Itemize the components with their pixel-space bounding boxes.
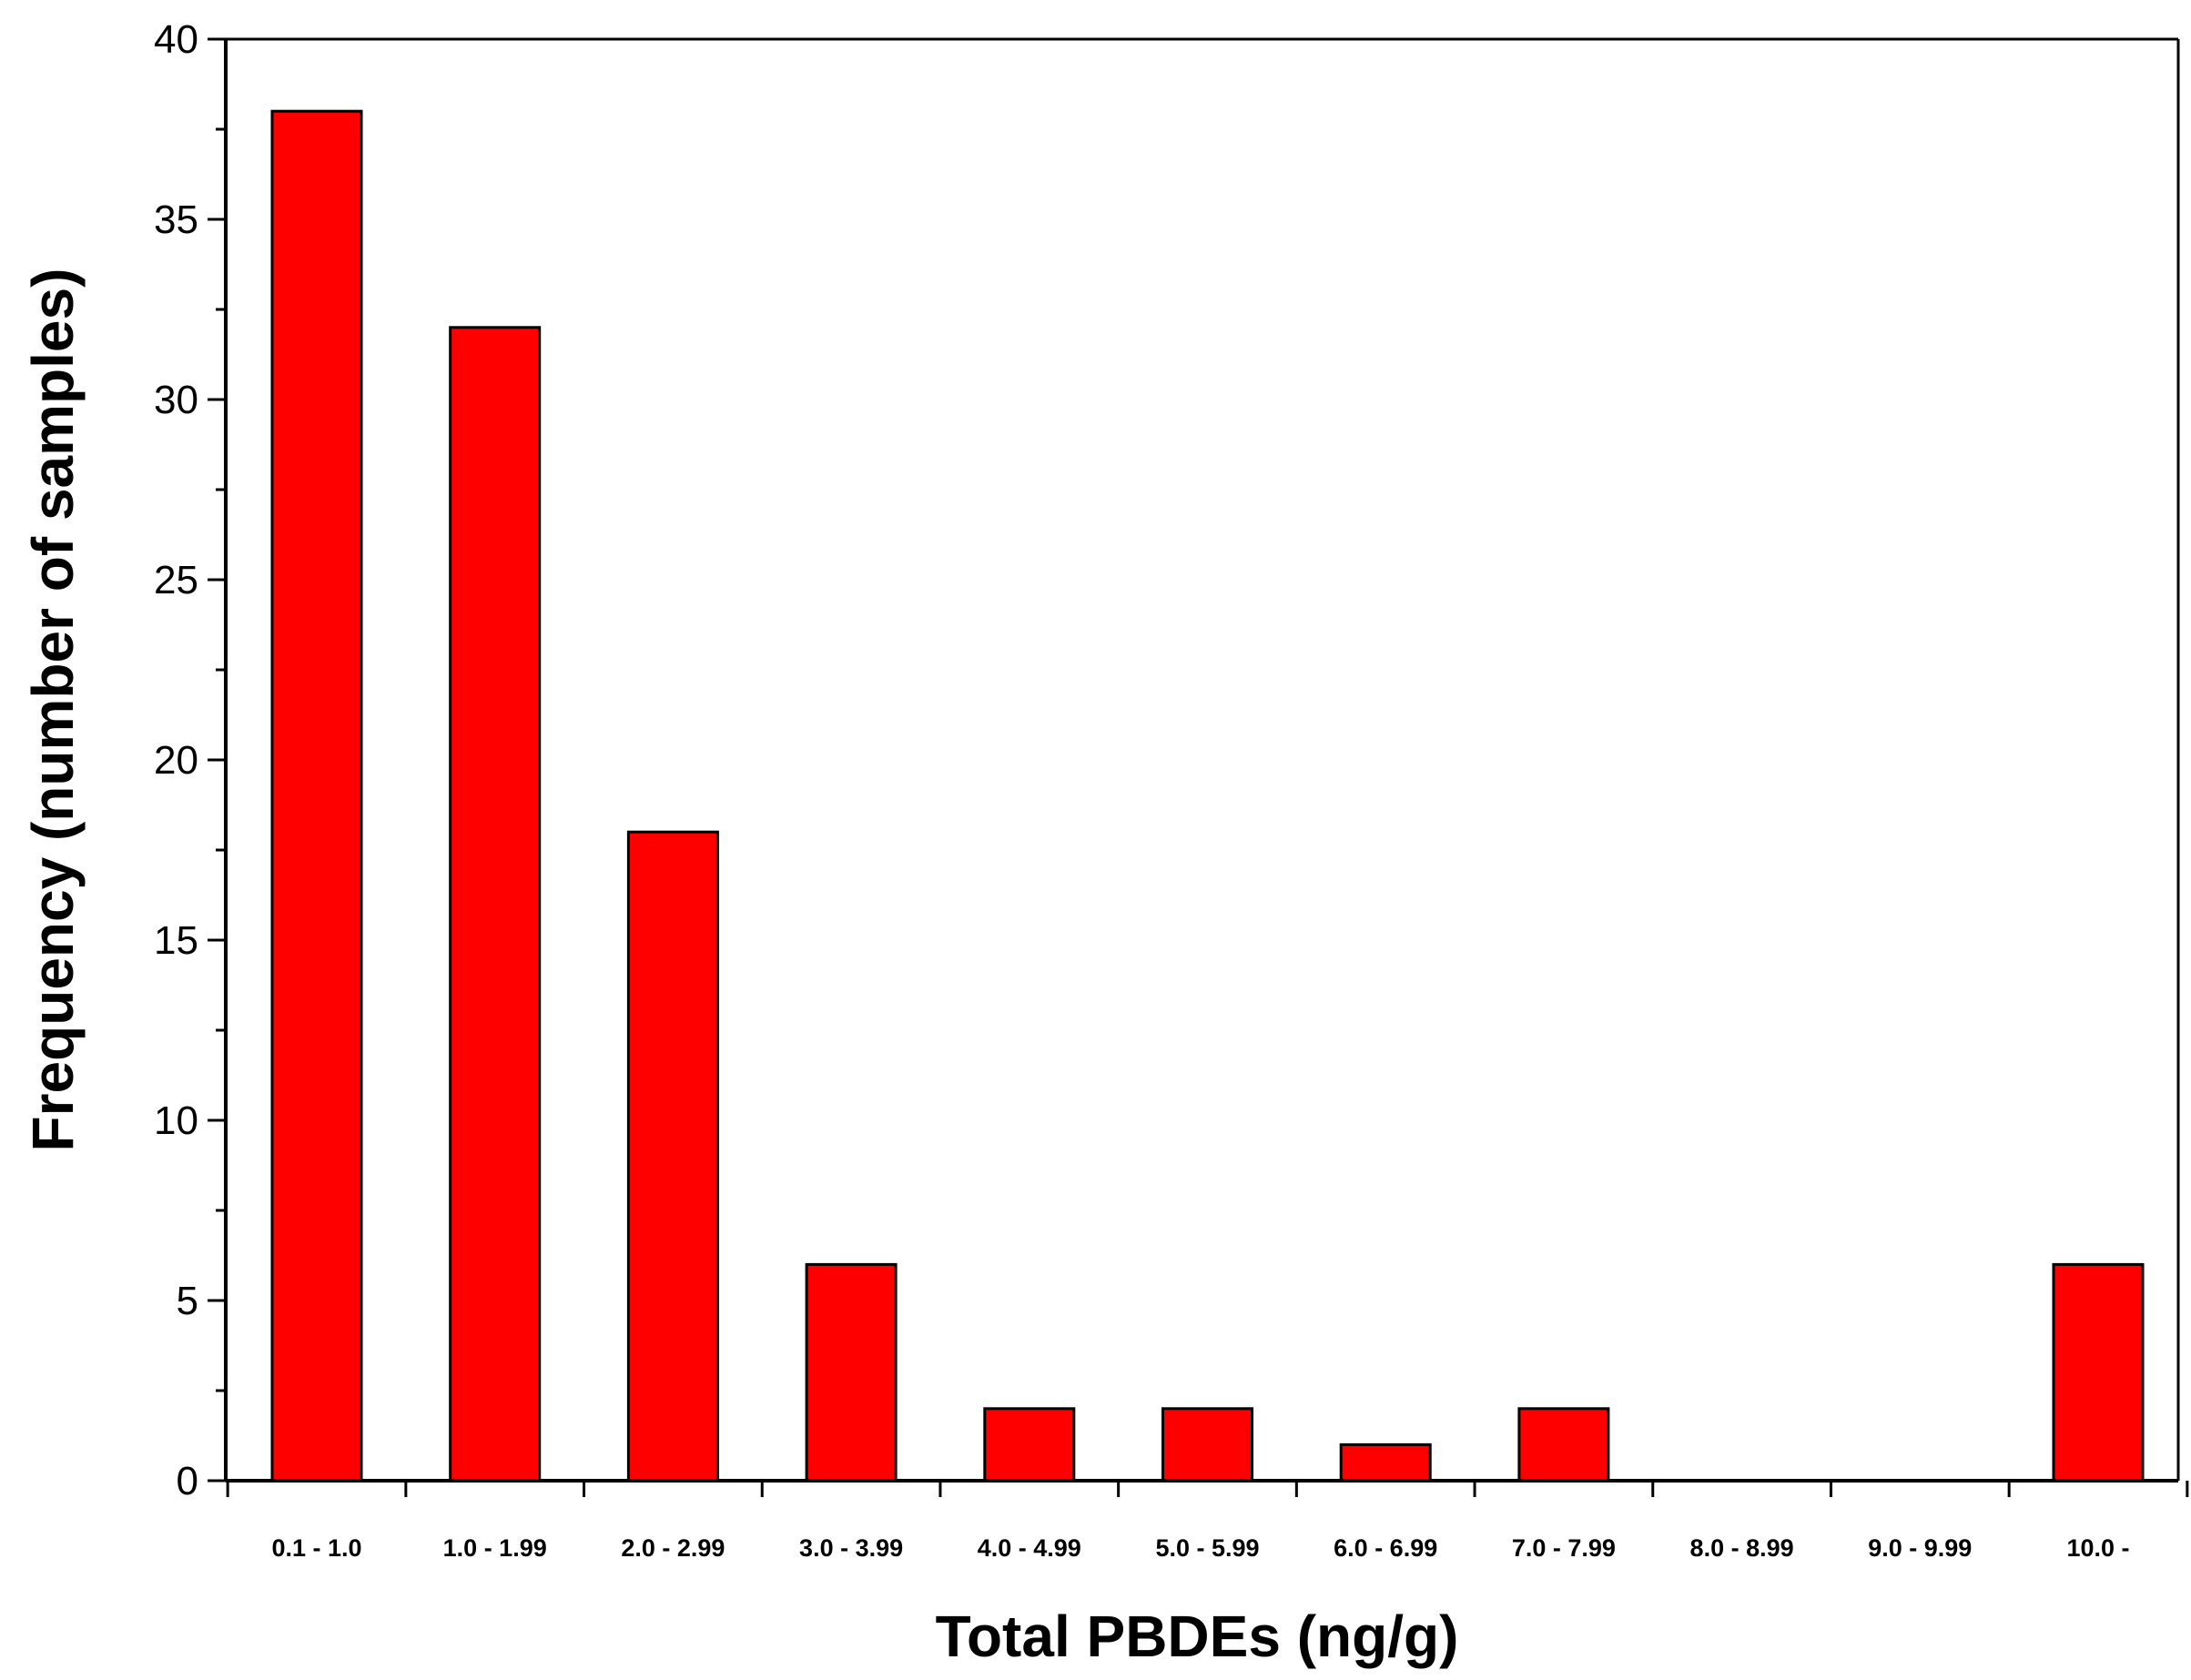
x-tick-label: 5.0 - 5.99 [1155,1534,1259,1562]
x-ticks-group: 0.1 - 1.0 1.0 - 1.99 2.0 - 2.99 3.0 - 3.99 4… [226,1481,2189,1562]
y-tick-label: 35 [154,197,198,242]
x-tick-label: 4.0 - 4.99 [978,1534,1081,1562]
y-tick-label: 10 [154,1098,198,1143]
y-ticks-group: 0 5 10 15 20 25 30 35 40 [154,17,226,1503]
x-tick-label: 10.0 - [2066,1534,2129,1562]
x-axis-title: Total PBDEs (ng/g) [936,1604,1459,1669]
bar-7 [1517,1407,1610,1483]
y-tick-label: 30 [154,378,198,422]
bar-3 [805,1262,898,1483]
y-tick-label: 5 [177,1279,198,1323]
bar-1 [449,326,542,1483]
x-tick-label: 0.1 - 1.0 [271,1534,361,1562]
y-axis-title: Frequency (number of samples) [20,268,86,1152]
y-tick-label: 0 [177,1459,198,1503]
x-tick-label: 9.0 - 9.99 [1868,1534,1972,1562]
x-tick-label: 7.0 - 7.99 [1512,1534,1616,1562]
x-tick-label: 3.0 - 3.99 [799,1534,903,1562]
bar-5 [1161,1407,1253,1483]
x-tick-label: 2.0 - 2.99 [621,1534,725,1562]
bars-group [270,109,2145,1483]
x-tick-label: 1.0 - 1.99 [443,1534,547,1562]
x-tick-label: 6.0 - 6.99 [1334,1534,1437,1562]
y-tick-label: 15 [154,918,198,963]
bar-6 [1339,1442,1432,1483]
y-tick-label: 25 [154,558,198,602]
y-tick-label: 40 [154,17,198,62]
y-tick-label: 20 [154,738,198,783]
bar-0 [270,109,363,1483]
bar-2 [626,830,719,1483]
bar-10 [2052,1262,2145,1483]
bar-4 [983,1407,1076,1483]
x-tick-label: 8.0 - 8.99 [1690,1534,1794,1562]
